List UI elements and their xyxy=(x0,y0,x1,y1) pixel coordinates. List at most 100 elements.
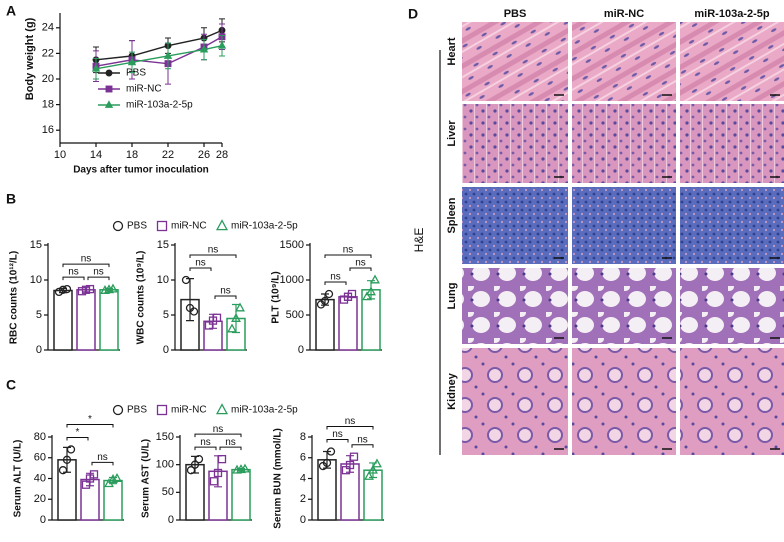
data-point xyxy=(194,454,204,464)
legend-marker xyxy=(156,220,168,232)
data-point xyxy=(322,458,332,468)
legend-label: miR-103a-2-5p xyxy=(126,100,193,111)
legend-label: PBS xyxy=(127,405,147,416)
y-axis-label: RBC counts (10¹²/L) xyxy=(9,251,20,344)
significance-bracket xyxy=(349,267,372,271)
stain-label: H&E xyxy=(412,228,426,253)
data-point xyxy=(231,312,241,322)
significance-bracket xyxy=(87,276,110,281)
y-axis-label: Serum AST (U/L) xyxy=(141,439,152,518)
data-point xyxy=(345,460,355,470)
significance-bracket xyxy=(62,276,85,281)
data-point xyxy=(212,313,222,322)
data-point xyxy=(189,307,199,316)
y-tick-label: 0 xyxy=(163,344,169,356)
data-point xyxy=(349,452,359,461)
y-tick-label: 16 xyxy=(42,124,54,136)
data-point xyxy=(66,445,76,454)
legend-label: PBS xyxy=(127,221,147,232)
significance-label: ns xyxy=(93,267,104,278)
data-point xyxy=(85,284,95,294)
column-header: PBS xyxy=(504,8,527,20)
data-point xyxy=(227,323,237,333)
y-tick-label: 100 xyxy=(156,459,174,471)
legend-label: miR-103a-2-5p xyxy=(231,221,298,232)
y-tick-label: 10 xyxy=(157,274,169,286)
y-axis-label: Serum ALT (U/L) xyxy=(13,440,24,518)
row-label: Liver xyxy=(446,120,458,147)
data-point xyxy=(108,283,118,293)
row-label: Kidney xyxy=(446,372,458,410)
data-point xyxy=(58,466,68,475)
y-tick-label: 0 xyxy=(298,344,304,356)
y-axis-label: PLT (10⁹/L) xyxy=(271,271,282,323)
point xyxy=(163,51,173,59)
legend-label: miR-103a-2-5p xyxy=(231,405,298,416)
point xyxy=(127,57,137,66)
data-point xyxy=(217,454,227,464)
significance-bracket xyxy=(324,254,372,258)
data-point xyxy=(324,289,334,299)
data-point xyxy=(235,302,245,312)
y-tick-label: 8 xyxy=(300,431,306,443)
y-tick-label: 1000 xyxy=(280,274,304,286)
legend-marker xyxy=(112,220,124,232)
legend-marker xyxy=(156,404,168,416)
significance-bracket xyxy=(351,444,374,448)
y-tick-label: 22 xyxy=(42,47,54,59)
significance-label: ns xyxy=(332,429,343,440)
significance-label: ns xyxy=(213,424,224,435)
x-tick-label: 18 xyxy=(126,149,138,161)
point xyxy=(91,64,101,72)
y-tick-label: 0 xyxy=(40,514,46,526)
data-point xyxy=(54,287,64,297)
histology-image xyxy=(572,268,676,344)
y-tick-label: 15 xyxy=(157,239,169,251)
y-tick-label: 10 xyxy=(30,274,42,286)
histology-image xyxy=(572,22,676,101)
point xyxy=(199,44,209,53)
y-tick-label: 50 xyxy=(162,486,174,498)
bar xyxy=(99,289,119,351)
significance-bracket xyxy=(326,426,374,430)
legend-marker xyxy=(105,69,113,77)
data-point xyxy=(62,284,72,294)
significance-label: ns xyxy=(220,286,231,297)
significance-bracket xyxy=(214,295,237,299)
data-point xyxy=(209,477,219,486)
histology-image xyxy=(462,268,568,344)
histology-image xyxy=(462,22,568,101)
y-tick-label: 0 xyxy=(300,514,306,526)
data-point xyxy=(368,464,378,474)
data-point xyxy=(372,458,382,468)
significance-label: ns xyxy=(345,416,356,427)
significance-label: ns xyxy=(81,254,92,265)
panel-label: C xyxy=(6,377,16,393)
significance-bracket xyxy=(66,423,114,428)
histology-image xyxy=(680,104,784,183)
histology-image xyxy=(680,22,784,101)
row-label: Heart xyxy=(446,37,458,65)
data-point xyxy=(320,296,330,306)
error-bar xyxy=(232,303,240,334)
x-tick-label: 28 xyxy=(216,149,228,161)
y-tick-label: 500 xyxy=(286,309,304,321)
error-bar xyxy=(186,278,194,322)
significance-label: ns xyxy=(355,258,366,269)
legend-label: PBS xyxy=(126,68,146,79)
data-point xyxy=(362,291,372,301)
y-tick-label: 5 xyxy=(36,309,42,321)
y-tick-label: 20 xyxy=(34,493,46,505)
histology-image xyxy=(462,187,568,264)
y-axis-label: Body weight (g) xyxy=(24,17,36,100)
y-tick-label: 20 xyxy=(42,73,54,85)
point xyxy=(217,41,227,49)
x-axis-label: Days after tumor inoculation xyxy=(73,165,209,176)
significance-bracket xyxy=(324,281,347,285)
legend-marker xyxy=(215,219,229,231)
y-tick-label: 2 xyxy=(300,493,306,505)
data-point xyxy=(186,466,196,475)
legend-marker xyxy=(105,85,113,93)
significance-label: ns xyxy=(208,245,219,256)
panel-label: D xyxy=(408,6,418,22)
